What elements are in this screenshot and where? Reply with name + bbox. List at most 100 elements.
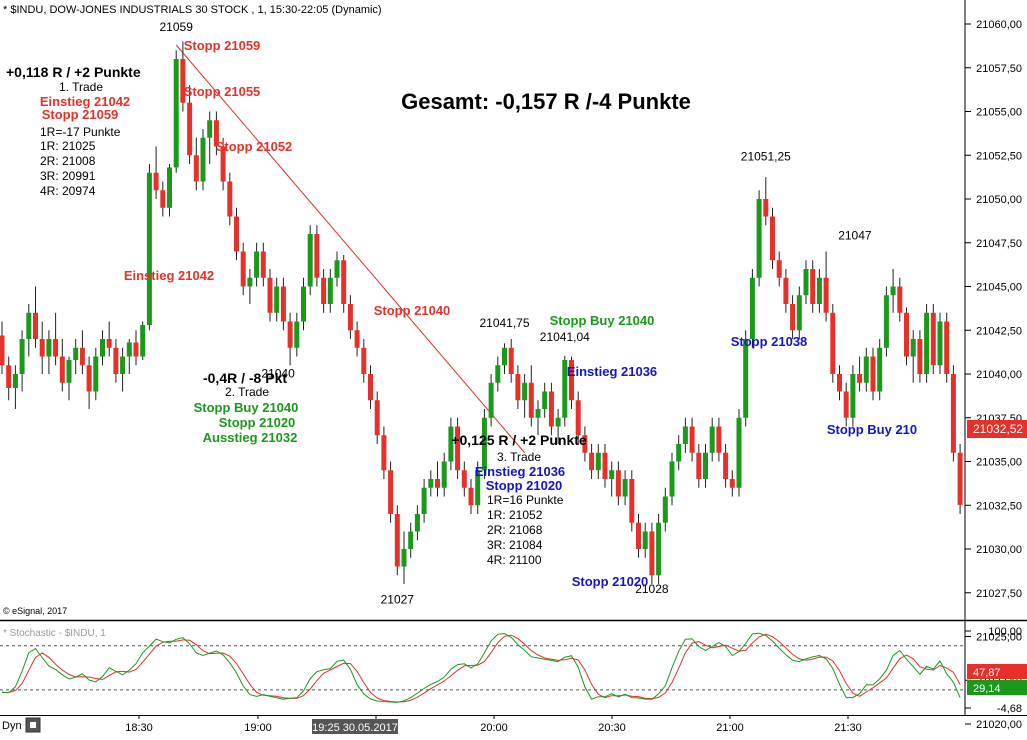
candle-body[interactable] bbox=[682, 426, 688, 445]
candle-body[interactable] bbox=[944, 321, 950, 375]
candle-body[interactable] bbox=[790, 304, 796, 331]
candle-body[interactable] bbox=[254, 251, 260, 278]
candle-body[interactable] bbox=[830, 312, 836, 374]
candle-body[interactable] bbox=[575, 400, 581, 436]
candle-body[interactable] bbox=[368, 374, 373, 401]
candle-body[interactable] bbox=[140, 325, 146, 357]
candle-body[interactable] bbox=[562, 360, 568, 418]
candle-body[interactable] bbox=[46, 339, 52, 357]
candle-body[interactable] bbox=[6, 365, 12, 388]
candle-body[interactable] bbox=[388, 470, 394, 514]
candle-body[interactable] bbox=[837, 374, 842, 392]
candle-body[interactable] bbox=[676, 444, 682, 462]
candle-body[interactable] bbox=[421, 487, 427, 514]
candle-body[interactable] bbox=[823, 277, 829, 313]
candle-body[interactable] bbox=[763, 199, 769, 217]
candle-body[interactable] bbox=[441, 461, 447, 488]
candle-body[interactable] bbox=[535, 409, 541, 418]
candle-body[interactable] bbox=[843, 391, 849, 418]
candle-body[interactable] bbox=[73, 347, 79, 360]
candle-body[interactable] bbox=[502, 347, 507, 366]
candle-body[interactable] bbox=[33, 312, 38, 339]
candle-body[interactable] bbox=[488, 382, 494, 418]
candle-body[interactable] bbox=[810, 269, 816, 304]
candle-body[interactable] bbox=[180, 59, 186, 103]
candle-body[interactable] bbox=[890, 286, 896, 296]
candle-body[interactable] bbox=[950, 374, 956, 453]
candle-body[interactable] bbox=[294, 321, 300, 348]
candle-body[interactable] bbox=[743, 339, 749, 418]
candle-body[interactable] bbox=[776, 260, 782, 278]
candle-body[interactable] bbox=[528, 382, 534, 418]
candle-body[interactable] bbox=[917, 339, 923, 374]
candle-body[interactable] bbox=[240, 251, 246, 287]
candle-body[interactable] bbox=[796, 295, 802, 331]
candle-body[interactable] bbox=[749, 277, 755, 339]
candle-body[interactable] bbox=[354, 330, 360, 348]
candle-body[interactable] bbox=[146, 172, 152, 325]
candle-body[interactable] bbox=[53, 339, 59, 357]
candle-body[interactable] bbox=[662, 496, 668, 523]
candle-body[interactable] bbox=[542, 391, 548, 410]
candle-body[interactable] bbox=[910, 339, 916, 357]
candle-body[interactable] bbox=[247, 277, 253, 287]
candle-body[interactable] bbox=[495, 365, 501, 383]
candle-body[interactable] bbox=[381, 435, 387, 471]
candle-body[interactable] bbox=[582, 435, 588, 453]
candle-body[interactable] bbox=[736, 417, 742, 488]
candle-body[interactable] bbox=[897, 286, 903, 313]
candle-body[interactable] bbox=[642, 531, 648, 550]
candle-body[interactable] bbox=[314, 234, 320, 278]
candle-body[interactable] bbox=[709, 426, 715, 453]
candle-body[interactable] bbox=[636, 522, 641, 549]
candle-body[interactable] bbox=[857, 374, 863, 383]
candle-body[interactable] bbox=[301, 286, 306, 322]
candle-body[interactable] bbox=[863, 356, 869, 383]
candle-body[interactable] bbox=[341, 260, 347, 304]
candle-body[interactable] bbox=[347, 304, 353, 331]
candle-body[interactable] bbox=[153, 172, 159, 191]
candle-body[interactable] bbox=[307, 234, 313, 287]
candle-body[interactable] bbox=[957, 452, 963, 505]
candle-body[interactable] bbox=[783, 277, 789, 304]
candle-body[interactable] bbox=[930, 312, 936, 366]
candle-body[interactable] bbox=[19, 339, 25, 374]
candle-body[interactable] bbox=[703, 452, 708, 479]
candle-body[interactable] bbox=[850, 374, 856, 418]
candle-body[interactable] bbox=[401, 549, 407, 567]
candle-body[interactable] bbox=[274, 286, 280, 313]
candle-body[interactable] bbox=[555, 417, 561, 427]
candle-body[interactable] bbox=[260, 251, 266, 278]
candles-layer[interactable] bbox=[0, 41, 963, 585]
candle-body[interactable] bbox=[267, 277, 273, 313]
candle-body[interactable] bbox=[12, 374, 18, 388]
candle-body[interactable] bbox=[522, 382, 528, 401]
candle-body[interactable] bbox=[435, 479, 440, 488]
candle-body[interactable] bbox=[227, 181, 233, 217]
candle-body[interactable] bbox=[234, 216, 239, 252]
candle-body[interactable] bbox=[59, 356, 65, 383]
candle-body[interactable] bbox=[696, 452, 702, 479]
candle-body[interactable] bbox=[334, 260, 340, 278]
candle-body[interactable] bbox=[515, 374, 521, 401]
candle-body[interactable] bbox=[408, 531, 414, 550]
candle-body[interactable] bbox=[803, 269, 809, 296]
candle-body[interactable] bbox=[508, 347, 514, 374]
candle-body[interactable] bbox=[187, 102, 193, 156]
candle-body[interactable] bbox=[870, 356, 876, 392]
candle-body[interactable] bbox=[448, 426, 454, 462]
candle-body[interactable] bbox=[26, 312, 32, 339]
candle-body[interactable] bbox=[66, 360, 72, 383]
candle-body[interactable] bbox=[475, 470, 481, 506]
candle-body[interactable] bbox=[414, 514, 420, 532]
candle-body[interactable] bbox=[756, 199, 762, 278]
candle-body[interactable] bbox=[723, 452, 729, 479]
candle-body[interactable] bbox=[280, 286, 286, 322]
candle-body[interactable] bbox=[569, 360, 574, 401]
candle-body[interactable] bbox=[716, 426, 722, 453]
candle-body[interactable] bbox=[729, 479, 735, 488]
candle-body[interactable] bbox=[39, 339, 45, 357]
candle-body[interactable] bbox=[816, 277, 822, 304]
candle-body[interactable] bbox=[629, 479, 635, 523]
candle-body[interactable] bbox=[200, 137, 206, 182]
